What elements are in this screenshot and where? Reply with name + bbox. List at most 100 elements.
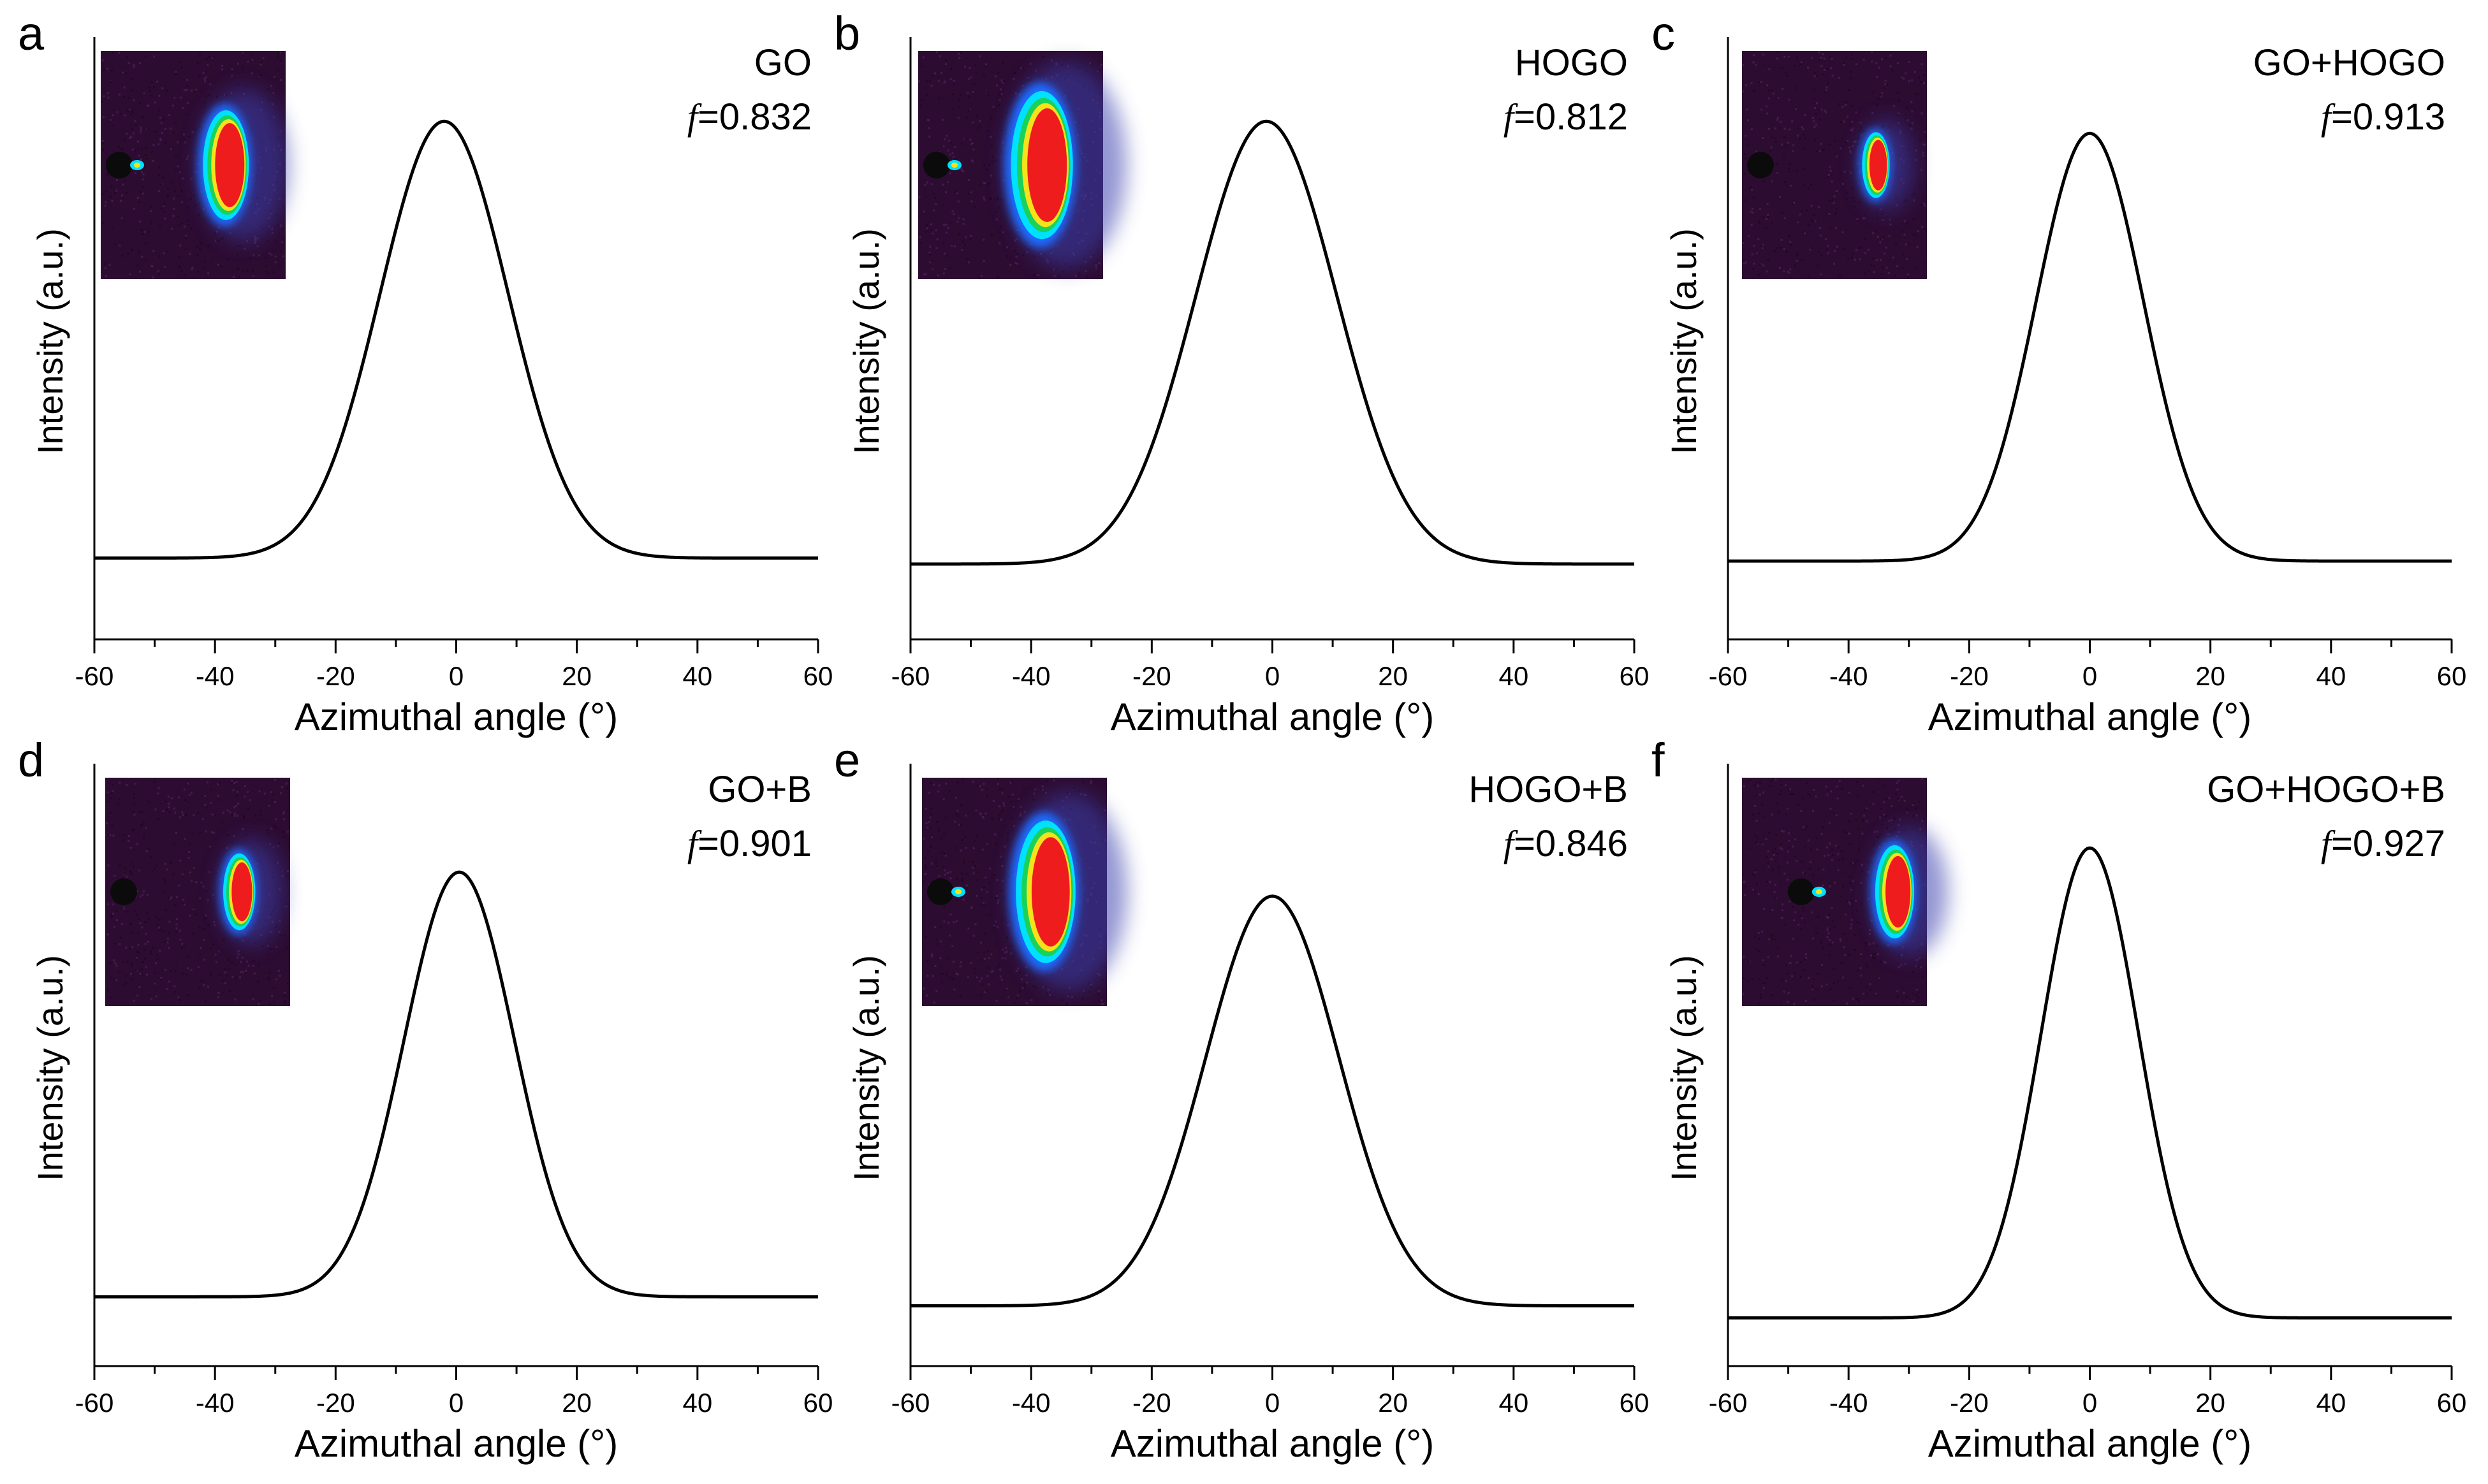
inset-speckle <box>181 943 184 945</box>
inset-speckle <box>1922 152 1924 154</box>
inset-speckle <box>193 866 196 869</box>
inset-speckle <box>1766 112 1768 115</box>
inset-speckle <box>128 96 130 99</box>
inset-speckle <box>1762 908 1765 910</box>
inset-speckle <box>157 273 160 275</box>
inset-speckle <box>1047 989 1050 991</box>
inset-speckle <box>1005 111 1007 113</box>
inset-speckle <box>1906 276 1909 279</box>
inset-speckle <box>1797 135 1799 137</box>
inset-speckle <box>1870 989 1872 991</box>
inset-speckle <box>1780 783 1782 786</box>
inset-speckle <box>1017 236 1020 239</box>
inset-speckle <box>924 864 926 867</box>
inset-speckle <box>137 943 140 946</box>
inset-speckle <box>1827 252 1829 254</box>
inset-speckle <box>1793 202 1796 204</box>
inset-speckle <box>125 910 128 913</box>
inset-speckle <box>183 89 186 91</box>
inset-speckle <box>1850 77 1852 80</box>
inset-speckle <box>1752 813 1754 816</box>
inset-speckle <box>1905 198 1908 200</box>
inset-speckle <box>193 907 196 910</box>
inset-speckle <box>129 947 131 950</box>
inset-speckle <box>1746 780 1748 783</box>
inset-speckle <box>154 962 157 964</box>
inset-speckle <box>1785 964 1787 966</box>
inset-speckle <box>1769 150 1771 152</box>
inset-speckle <box>168 980 170 983</box>
inset-speckle <box>1864 942 1867 945</box>
inset-speckle <box>938 784 940 787</box>
inset-speckle <box>166 987 168 990</box>
inset-speckle <box>968 96 970 99</box>
inset-speckle <box>135 124 138 126</box>
inset-speckle <box>1857 163 1859 165</box>
inset-speckle <box>1790 1000 1793 1003</box>
inset-speckle <box>986 91 989 93</box>
inset-speckle <box>1908 80 1910 83</box>
inset-speckle <box>1842 182 1844 185</box>
inset-speckle <box>1071 996 1073 998</box>
inset-speckle <box>1762 54 1764 56</box>
inset-speckle <box>1753 196 1755 199</box>
inset-speckle <box>201 818 204 820</box>
inset-speckle <box>187 782 189 785</box>
inset-speckle <box>1777 97 1780 99</box>
inset-speckle <box>990 174 992 177</box>
inset-speckle <box>182 898 185 901</box>
inset-speckle <box>1772 851 1775 854</box>
inset-speckle <box>1019 818 1021 820</box>
inset-speckle <box>163 267 166 270</box>
inset-speckle <box>1763 815 1766 818</box>
inset-speckle <box>286 787 288 790</box>
inset-speckle <box>997 196 999 199</box>
inset-speckle <box>1799 915 1802 918</box>
inset-speckle <box>1748 847 1751 850</box>
inset-speckle <box>196 168 198 170</box>
inset-speckle <box>1761 982 1764 984</box>
inset-speckle <box>1872 942 1875 945</box>
inset-speckle <box>1802 871 1804 874</box>
inset-speckle <box>1799 138 1801 141</box>
inset-speckle <box>924 857 926 859</box>
inset-speckle <box>1004 957 1007 959</box>
inset-speckle <box>181 873 184 875</box>
inset-speckle <box>1752 54 1755 56</box>
inset-speckle <box>950 142 953 144</box>
inset-speckle <box>956 810 959 812</box>
inset-speckle <box>1792 905 1794 908</box>
inset-speckle <box>1829 943 1831 946</box>
inset-speckle <box>1102 1003 1104 1005</box>
inset-speckle <box>937 790 940 793</box>
inset-speckle <box>179 816 181 818</box>
inset-speckle <box>128 137 131 139</box>
inset-speckle <box>277 54 279 56</box>
inset-speckle <box>1868 908 1870 911</box>
inset-speckle <box>237 84 239 86</box>
inset-speckle <box>241 956 244 959</box>
inset-speckle <box>983 164 985 166</box>
beamstop <box>923 152 950 178</box>
inset-speckle <box>168 114 171 116</box>
inset-speckle <box>929 80 931 83</box>
inset-speckle <box>277 845 279 847</box>
inset-speckle <box>237 950 240 952</box>
inset-speckle <box>143 127 146 129</box>
inset-speckle <box>129 113 132 116</box>
inset-speckle <box>926 959 929 962</box>
inset-speckle <box>951 152 954 154</box>
inset-speckle <box>283 934 286 936</box>
inset-speckle <box>1903 991 1905 994</box>
inset-speckle <box>1848 794 1850 796</box>
inset-speckle <box>131 978 134 980</box>
inset-speckle <box>1816 75 1818 77</box>
inset-speckle <box>214 953 217 956</box>
inset-speckle <box>1888 820 1891 822</box>
inset-speckle <box>131 829 134 831</box>
inset-speckle <box>1850 105 1853 107</box>
inset-speckle <box>204 795 207 797</box>
inset-speckle <box>1855 249 1858 251</box>
inset-speckle <box>1780 239 1783 241</box>
inset-speckle <box>275 924 277 927</box>
